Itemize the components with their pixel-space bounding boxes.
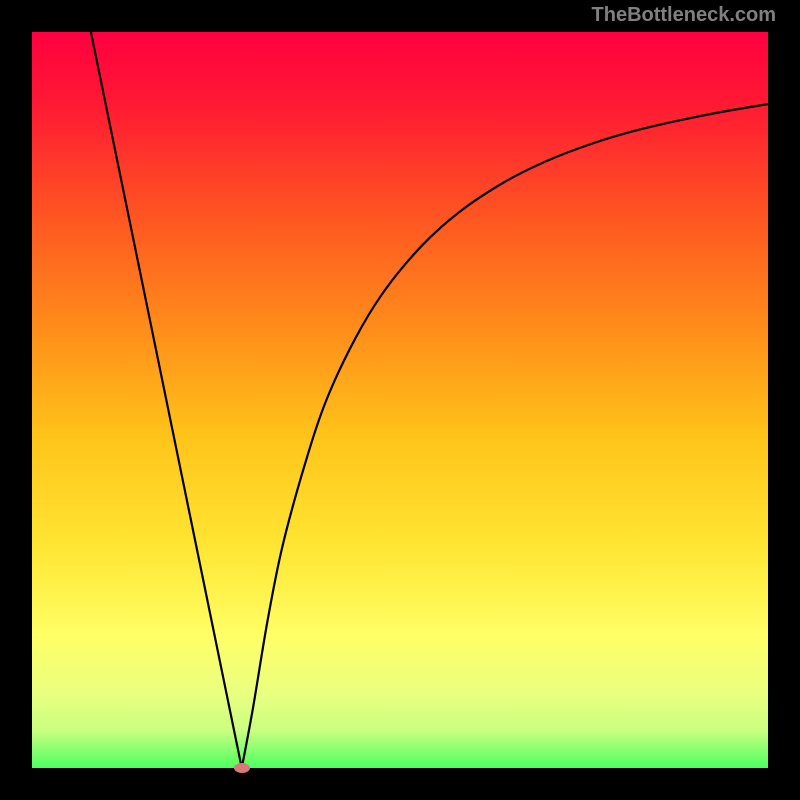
chart-frame: TheBottleneck.com: [0, 0, 800, 800]
plot-area: [32, 32, 768, 768]
minimum-marker: [234, 763, 250, 773]
watermark-text: TheBottleneck.com: [592, 4, 776, 27]
